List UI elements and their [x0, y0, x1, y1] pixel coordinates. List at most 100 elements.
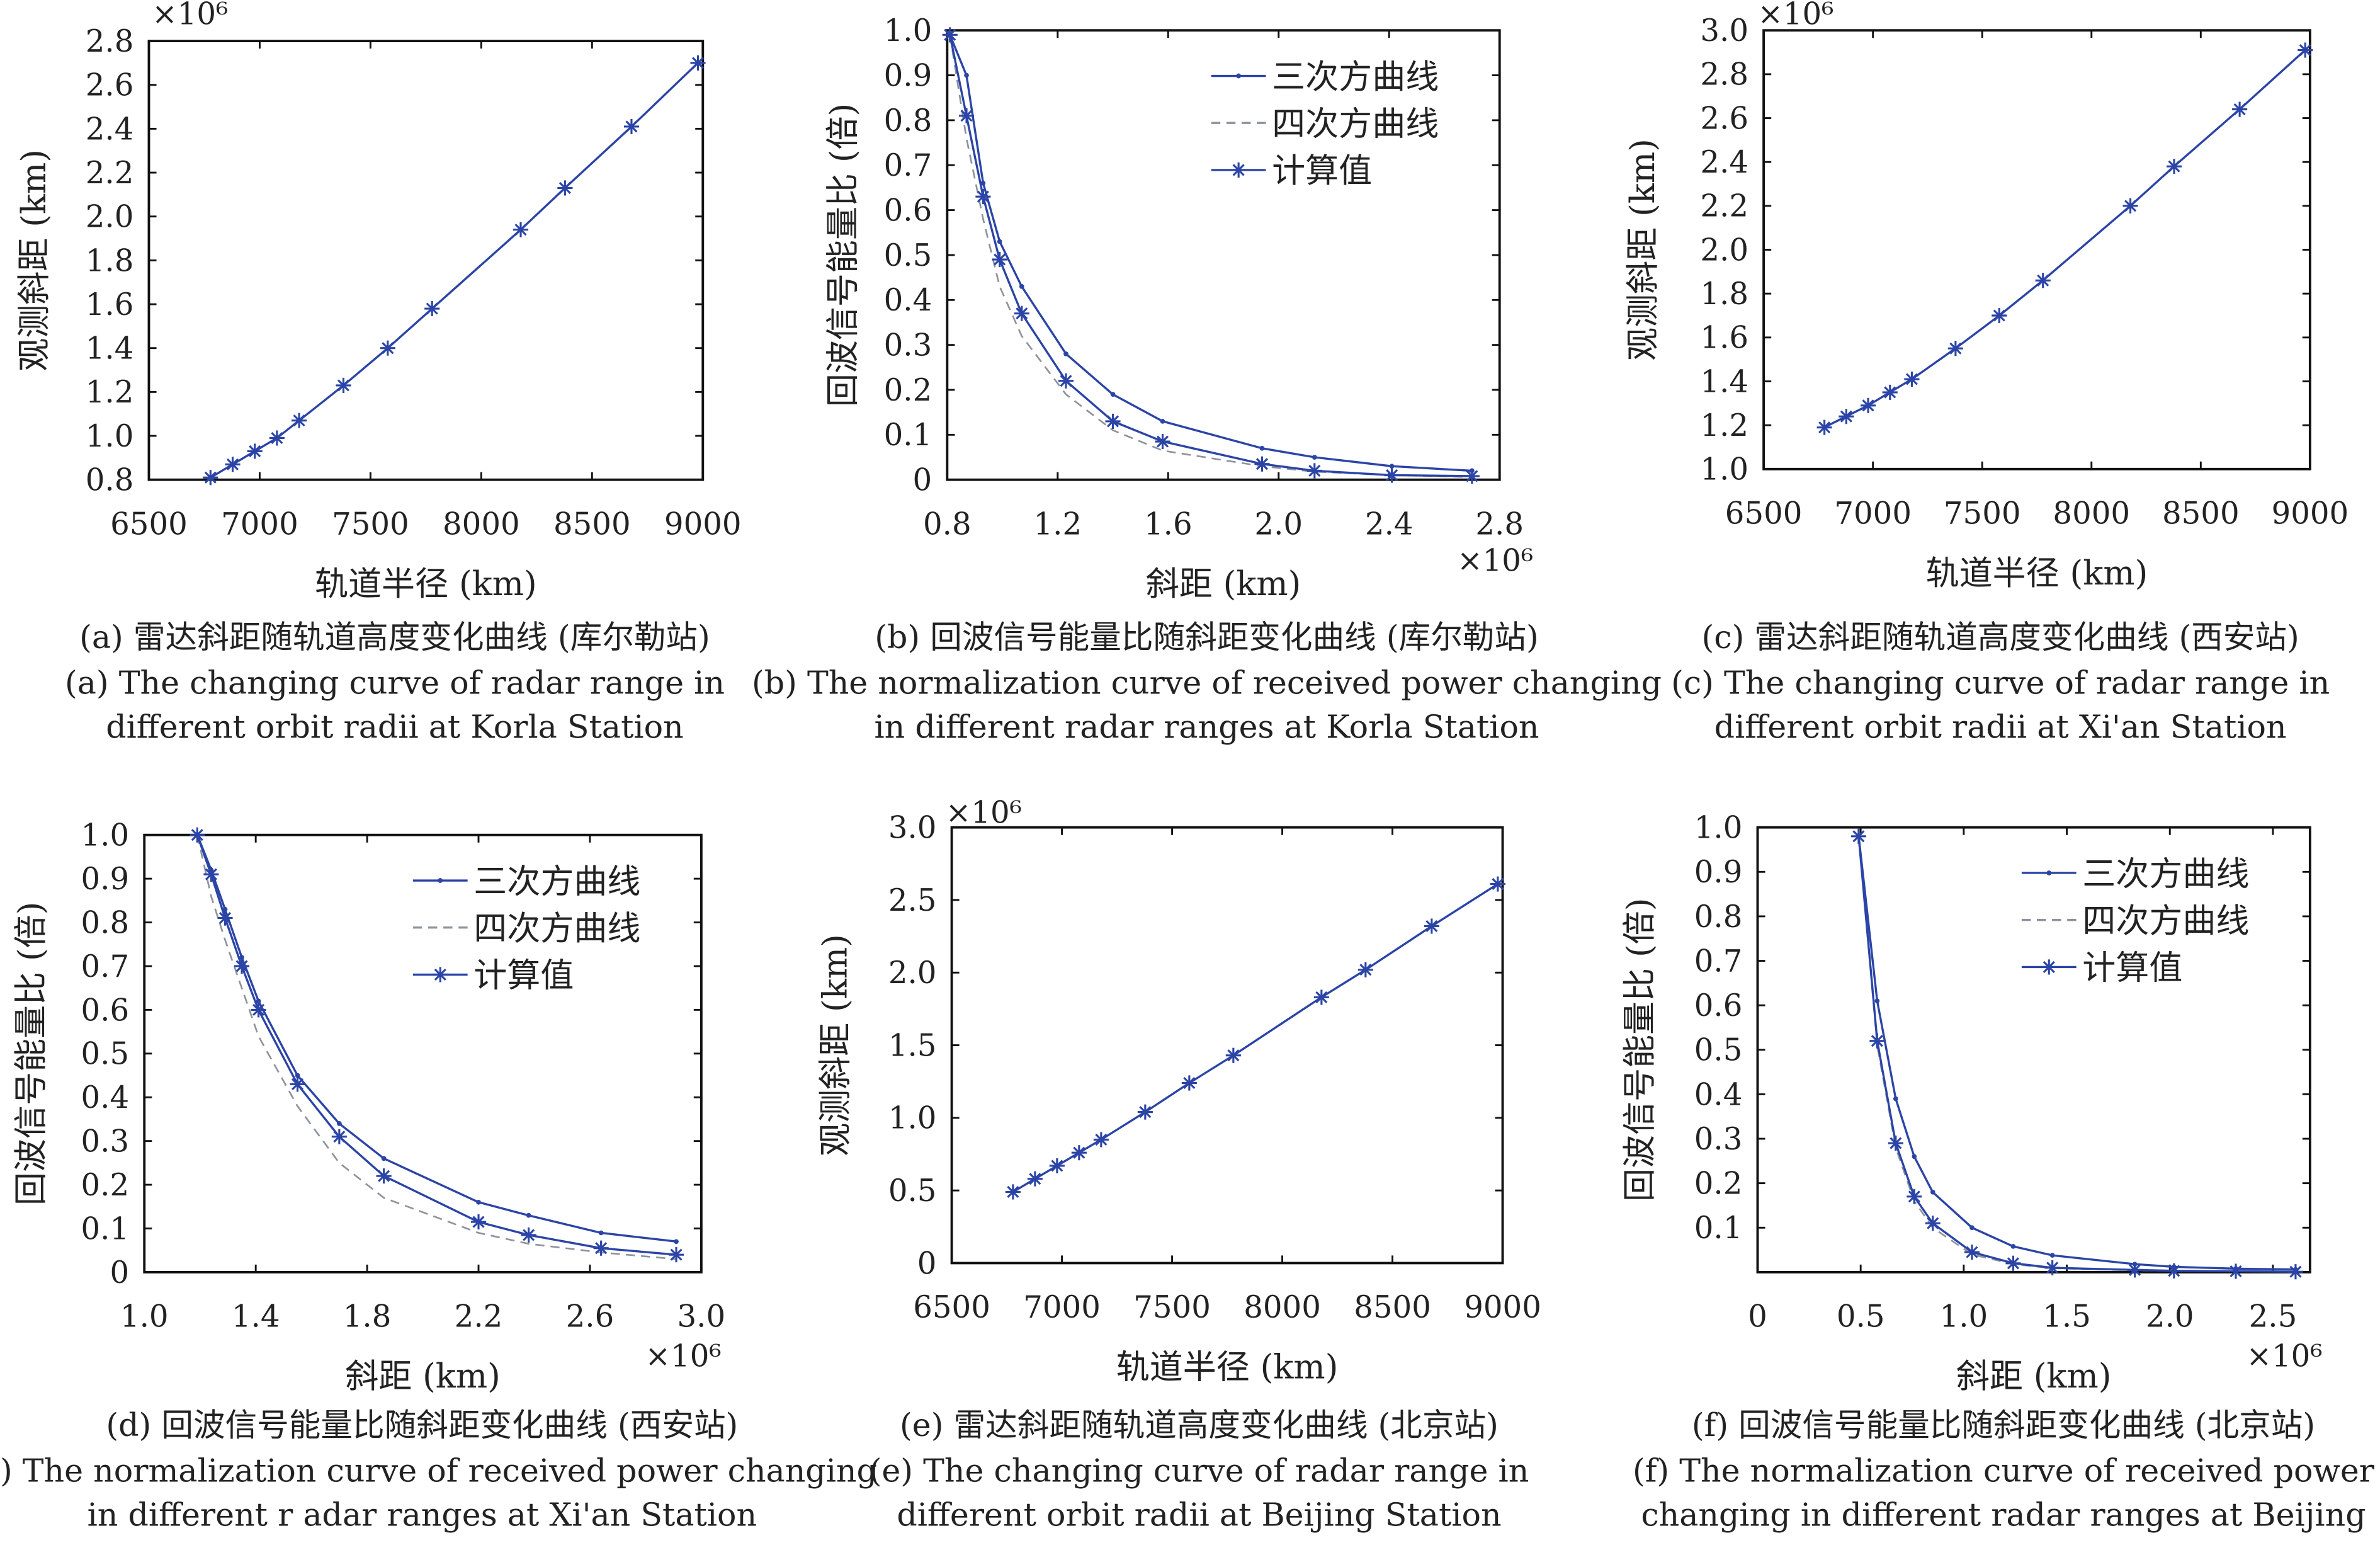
data-point-star: [2127, 1262, 2143, 1278]
data-point-star: [2044, 1260, 2060, 1275]
y-tick-label: 0: [110, 1255, 129, 1291]
x-tick-label: 2.2: [455, 1299, 503, 1335]
x-axis-label: 轨道半径 (km): [1116, 1348, 1339, 1387]
caption-english-line-1: (c) The changing curve of radar range in: [1671, 664, 2330, 702]
data-point-dot: [256, 998, 261, 1004]
chart-b: 0.8 1.2 1.6 2.0 2.4 2.8 0 0.1 0.2 0.3 0.4 0.5 0.6 0.7…: [752, 13, 1662, 745]
caption-english-line-1: (f) The normalization curve of received …: [1633, 1452, 2375, 1490]
y-tick-label: 2.4: [86, 111, 134, 147]
x-tick-label: 0.8: [923, 506, 972, 542]
data-point-star: [992, 252, 1007, 268]
data-point-star: [1105, 413, 1121, 429]
data-point-dot: [997, 239, 1002, 244]
data-point-dot: [980, 180, 986, 186]
y-axis-label: 观测斜距 (km): [816, 934, 855, 1156]
x-tick-label: 2.0: [2146, 1299, 2194, 1335]
data-point-star: [975, 189, 991, 205]
data-point-star: [470, 1214, 487, 1230]
plot-frame: [946, 29, 1501, 481]
y-tick-label: 0.4: [1694, 1077, 1743, 1112]
y-tick-label: 1.2: [86, 375, 134, 410]
series-line-dash: [949, 35, 1472, 478]
legend-star-marker: [433, 967, 448, 983]
data-point-star: [1464, 468, 1480, 484]
x-tick-label: 1.8: [343, 1299, 392, 1335]
x-tick-label: 1.2: [1033, 506, 1082, 542]
x-tick-label: 8000: [2053, 496, 2130, 532]
data-point-dot: [337, 1121, 342, 1126]
chart-e: 6500 7000 7500 8000 8500 9000 0 0.5 1.0 1.5 2.0 2.5…: [816, 795, 1541, 1533]
legend-dot-marker: [2046, 870, 2052, 875]
x-tick-label: 9000: [664, 506, 742, 542]
x-tick-label: 7500: [1944, 496, 2021, 532]
data-point-dot: [1969, 1225, 1975, 1231]
x-tick-label: 8000: [443, 506, 520, 542]
data-point-star: [1490, 876, 1505, 892]
data-point-dot: [239, 955, 244, 960]
series-line-dot: [949, 34, 1472, 472]
data-point-star: [623, 118, 640, 134]
y-axis-label: 回波信号能量比 (倍): [1620, 898, 1659, 1202]
caption-chinese: (c) 雷达斜距随轨道高度变化曲线 (西安站): [1702, 618, 2299, 656]
y-tick-label: 0.3: [884, 328, 932, 363]
data-point-dot: [1389, 464, 1395, 469]
y-tick-label: 2.2: [86, 156, 134, 191]
y-tick-label: 0: [913, 463, 932, 498]
x-tick-label: 6500: [913, 1290, 990, 1325]
y-axis-label: 回波信号能量比 (倍): [11, 902, 50, 1205]
caption-english-line-1: (b) The normalization curve of received …: [752, 664, 1662, 702]
data-point-dot: [1874, 998, 1880, 1003]
x-tick-label: 1.5: [2043, 1299, 2091, 1335]
data-point-star: [1357, 962, 1373, 977]
data-point-star: [1947, 341, 1963, 356]
data-point-dot: [964, 72, 969, 78]
x-tick-label: 6500: [1725, 496, 1803, 532]
legend-label-computed: 计算值: [473, 956, 574, 995]
data-point-star: [1424, 918, 1439, 934]
caption-english-line-2: different orbit radii at Xi'an Station: [1714, 708, 2287, 745]
data-point-dot: [674, 1239, 679, 1245]
data-point-star: [1904, 371, 1920, 387]
data-point-dot: [222, 906, 228, 912]
data-point-star: [292, 413, 307, 428]
y-tick-label: 0.6: [884, 193, 932, 228]
y-tick-label: 3.0: [1700, 13, 1748, 48]
y-tick-label: 0.7: [1694, 943, 1743, 979]
series-line-star: [1012, 883, 1499, 1193]
x-tick-label: 6500: [110, 506, 188, 542]
data-point-star: [1964, 1245, 1980, 1260]
y-tick-label: 0.5: [884, 238, 932, 273]
y-tick-label: 3.0: [888, 811, 937, 846]
data-point-star: [2035, 273, 2051, 288]
exponent-label: ×10⁶: [152, 0, 228, 32]
data-point-star: [1306, 463, 1322, 479]
data-point-star: [290, 1076, 305, 1092]
caption-english-line-2: different orbit radii at Beijing Station: [897, 1496, 1501, 1533]
x-tick-label: 0.5: [1837, 1299, 1885, 1335]
data-point-star: [1058, 373, 1074, 389]
y-tick-label: 0.6: [81, 993, 130, 1028]
data-point-star: [1093, 1132, 1109, 1148]
data-point-dot: [2049, 1253, 2055, 1258]
y-tick-label: 0.8: [884, 103, 932, 139]
y-tick-label: 0.9: [1694, 855, 1743, 890]
legend-star-marker: [1231, 162, 1247, 178]
x-tick-label: 8000: [1244, 1290, 1321, 1325]
x-tick-label: 2.5: [2249, 1299, 2298, 1335]
y-tick-label: 0.7: [884, 148, 932, 183]
data-point-star: [1225, 1047, 1241, 1063]
y-tick-label: 2.5: [888, 883, 937, 918]
series-line-dot: [196, 835, 677, 1243]
data-point-dot: [381, 1156, 387, 1161]
data-point-dot: [1312, 455, 1317, 460]
caption-english-line-1: (a) The changing curve of radar range in: [65, 664, 725, 702]
series-line-star: [1857, 836, 2296, 1273]
data-point-star: [380, 340, 395, 356]
data-point-dot: [598, 1230, 604, 1236]
data-point-star: [1014, 305, 1029, 321]
x-tick-label: 1.0: [1940, 1299, 1988, 1335]
y-tick-label: 0.8: [1694, 899, 1743, 935]
y-tick-label: 2.6: [1700, 101, 1748, 136]
caption-english-line-1: (d) The normalization curve of received …: [0, 1452, 877, 1490]
